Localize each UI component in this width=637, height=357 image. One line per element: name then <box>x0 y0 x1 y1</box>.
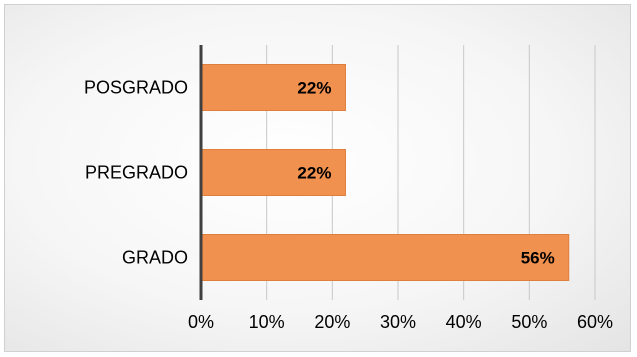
x-tick-label: 40% <box>446 312 482 332</box>
category-label: PREGRADO <box>85 163 188 183</box>
bar-pregrado <box>200 149 346 196</box>
x-tick-label: 30% <box>380 312 416 332</box>
data-label: 56% <box>521 249 555 268</box>
x-tick-label: 20% <box>314 312 350 332</box>
bar-grado <box>200 234 570 281</box>
category-label: POSGRADO <box>84 78 188 98</box>
labels: 0% 10% 20% 30% 40% 50% 60% POSGRADO 22% PREGRADO 2… <box>84 78 613 333</box>
x-tick-label: 0% <box>188 312 214 332</box>
x-tick-label: 10% <box>249 312 285 332</box>
bars <box>200 64 570 281</box>
x-tick-label: 50% <box>511 312 547 332</box>
data-label: 22% <box>297 79 331 98</box>
x-tick-label: 60% <box>577 312 613 332</box>
category-label: GRADO <box>122 248 188 268</box>
data-label: 22% <box>297 164 331 183</box>
